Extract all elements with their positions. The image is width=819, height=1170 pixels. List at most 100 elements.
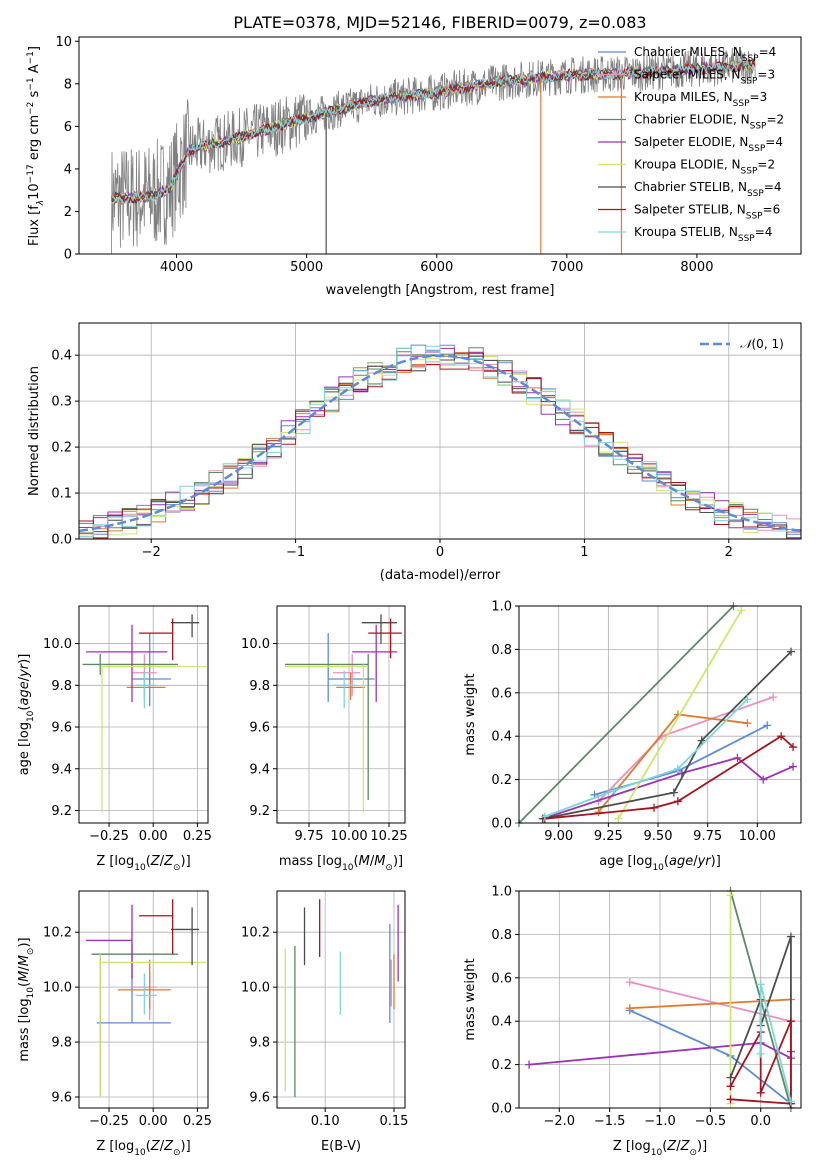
y-tick-label: 0.4: [491, 730, 512, 745]
label-part: mass [log: [17, 998, 32, 1061]
legend-entry: 𝒩(0, 1): [740, 337, 784, 351]
label-part: /: [17, 966, 32, 971]
y-tick-label: 9.6: [249, 721, 270, 736]
weight-marker: [726, 891, 735, 900]
weight-series-line: [629, 998, 791, 1010]
label-part: age [log: [599, 854, 652, 869]
label-part: M: [359, 854, 370, 869]
label-part: A: [27, 64, 42, 77]
weight-marker: [756, 1049, 765, 1058]
weight-marker: [525, 1060, 534, 1069]
label-part: Chabrier ELODIE, N: [634, 113, 750, 127]
weight-series-line: [617, 609, 743, 820]
x-tick-label: 4000: [160, 260, 193, 275]
x-tick-label: 0.00: [139, 829, 168, 844]
x-tick-label: 9.75: [295, 829, 324, 844]
weight-marker: [625, 978, 634, 987]
x-tick-label: 5000: [290, 260, 323, 275]
label-part: (: [664, 854, 669, 869]
weight-marker: [786, 1017, 795, 1026]
label-part: 10: [651, 1148, 663, 1158]
y-tick-label: 9.2: [51, 804, 72, 819]
y-tick-label: 0.2: [491, 773, 512, 788]
age-vs-metallicity-panel: −0.25 0.00 0.259.29.49.69.810.0Z [log10(Z/…: [17, 605, 212, 873]
label-part: 10: [652, 863, 664, 873]
label-part: yr: [17, 662, 32, 678]
label-part: ⊙: [173, 863, 181, 873]
y-tick-label: 10: [55, 35, 72, 50]
label-part: Kroupa ELODIE, N: [634, 158, 741, 172]
label-part: 10: [26, 987, 36, 999]
plot-area: [79, 606, 208, 823]
x-tick-label: −0.25: [89, 829, 129, 844]
errorbar-traces: [86, 899, 207, 1098]
y-axis-label: Normed distribution: [27, 366, 42, 496]
label-part: Z: [150, 854, 161, 869]
label-part: Z [log: [96, 854, 134, 869]
label-part: Flux [f: [27, 205, 42, 246]
weight-series-line: [542, 650, 792, 820]
weight-traces: [515, 602, 798, 827]
y-tick-label: 0.8: [491, 928, 512, 943]
plot-area: [277, 606, 405, 823]
x-tick-label: −2: [142, 545, 161, 560]
x-tick-label: 0.15: [380, 1114, 409, 1129]
x-tick-label: 0.0: [750, 1114, 771, 1129]
x-axis-label: (data-model)/error: [380, 568, 501, 583]
plot-frame: [78, 605, 209, 824]
plot-frame: [518, 890, 802, 1109]
histogram-step-line: [79, 352, 801, 539]
x-axis-label: Z [log10(Z/Z⊙)]: [96, 1139, 190, 1158]
y-tick-label: 10.0: [43, 637, 72, 652]
y-tick-label: 0.2: [51, 441, 72, 456]
label-part: Z: [163, 1139, 174, 1154]
label-part: ⊙: [689, 1148, 697, 1158]
residuals-panel: −2 −1 0 1 2 0.0 0.1 0.2 0.3 0.4 𝒩(0, 1) (data-model…: [27, 322, 802, 583]
errorbar-traces: [284, 899, 399, 1098]
label-part: ⊙: [26, 948, 36, 956]
label-part: Z: [150, 1139, 161, 1154]
weight-series-line: [729, 1020, 792, 1105]
label-part: =2: [757, 158, 775, 172]
x-tick-label: 10.25: [370, 829, 407, 844]
weight-marker: [594, 808, 603, 817]
y-tick-label: 0.0: [491, 1102, 512, 1117]
plot-area: [519, 606, 801, 823]
x-tick-label: 1: [580, 545, 588, 560]
x-axis-label: age [log10(age/yr)]: [599, 854, 721, 873]
plot-frame: [276, 890, 406, 1109]
label-part: (: [146, 854, 151, 869]
label-part: =4: [764, 180, 782, 194]
label-part: 𝒩: [740, 337, 755, 351]
y-tick-label: 0.2: [491, 1058, 512, 1073]
y-axis-label: mass weight: [463, 673, 478, 755]
label-part: SSP: [747, 189, 764, 199]
mass-vs-reddening-panel: 0.10 0.15 9.6 9.8 10.0 10.2 E(B-V): [241, 890, 409, 1154]
weight-marker: [787, 647, 796, 656]
label-part: SSP: [738, 234, 755, 244]
weight-marker: [697, 736, 706, 745]
y-tick-label: 9.2: [249, 804, 270, 819]
spectrum-panel: 4000 5000 6000 7000 8000 0 2 4 6 8 10 Chabrier MILE…: [26, 35, 802, 298]
label-part: =4: [765, 135, 783, 149]
figure-title: PLATE=0378, MJD=52146, FIBERID=0079, z=0…: [233, 13, 646, 32]
label-part: age [log: [17, 722, 32, 775]
x-tick-label: 0.00: [139, 1114, 168, 1129]
label-part: =4: [759, 45, 777, 59]
weight-series-line: [544, 698, 749, 818]
label-part: 10: [27, 183, 42, 200]
y-tick-label: 0.6: [491, 971, 512, 986]
weight-marker: [669, 788, 678, 797]
legend-entry: Chabrier ELODIE, NSSP=2: [634, 113, 784, 132]
x-axis-label: mass [log10(M/M⊙)]: [279, 854, 403, 873]
label-part: mass [log: [279, 854, 342, 869]
normal-reference-curve: [79, 354, 801, 533]
label-part: /: [160, 1139, 165, 1154]
label-part: ⊙: [385, 863, 393, 873]
plot-frame: [78, 322, 802, 540]
y-tick-label: 2: [64, 205, 72, 220]
label-part: (: [662, 1139, 667, 1154]
label-part: −2: [26, 102, 36, 115]
label-part: M: [374, 854, 385, 869]
label-part: )]: [181, 1139, 191, 1154]
